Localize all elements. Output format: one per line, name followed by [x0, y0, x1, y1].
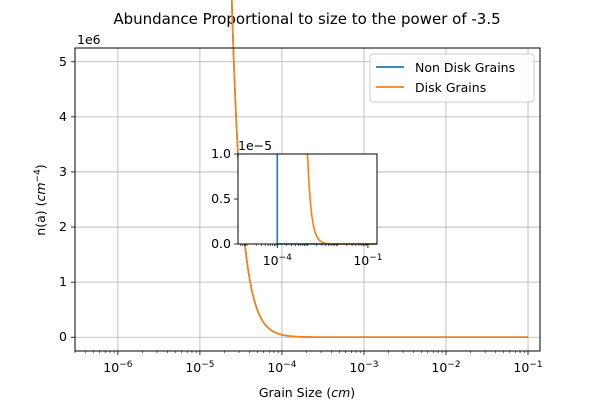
x-tick-label: 10−4	[267, 360, 296, 375]
x-tick-label: 10−3	[349, 360, 378, 375]
y-tick-label: 2	[59, 219, 67, 234]
inset-chart: 10−4 10−1 0.0 0.5 1.0 1e−5	[211, 138, 382, 268]
y-tick-label: 1	[59, 274, 67, 289]
y-axis-label: n(a) (cm−4)	[33, 164, 48, 235]
x-tick-label: 10−6	[103, 360, 132, 375]
y-tick-label: 3	[59, 164, 67, 179]
y-tick-label: 5	[59, 54, 67, 69]
x-axis-label: Grain Size (cm)	[259, 385, 355, 400]
x-tick-label: 10−2	[431, 360, 460, 375]
inset-y-multiplier-label: 1e−5	[238, 138, 272, 153]
inset-axes: 10−4 10−1 0.0 0.5 1.0	[211, 146, 382, 268]
inset-x-tick-label: 10−4	[263, 253, 292, 268]
inset-y-tick-label: 0.0	[211, 236, 231, 251]
inset-x-tick-label: 10−1	[353, 253, 382, 268]
legend-label-disk: Disk Grains	[415, 80, 486, 95]
x-tick-label: 10−5	[185, 360, 214, 375]
inset-y-tick-label: 0.5	[211, 191, 231, 206]
legend-label-non-disk: Non Disk Grains	[415, 60, 515, 75]
inset-y-tick-label: 1.0	[211, 146, 231, 161]
legend-box	[369, 53, 535, 103]
main-plot-frame	[74, 47, 541, 352]
legend: Non Disk Grains Disk Grains	[369, 53, 535, 103]
main-axes: 10−6 10−5 10−4 10−3 10−2 10−1 0 1 2 3 4 5	[59, 54, 543, 375]
y-tick-label: 4	[59, 109, 67, 124]
chart-title: Abundance Proportional to size to the po…	[113, 10, 500, 28]
x-tick-label: 10−1	[513, 360, 542, 375]
y-tick-label: 0	[59, 329, 67, 344]
y-multiplier-label: 1e6	[77, 32, 101, 47]
